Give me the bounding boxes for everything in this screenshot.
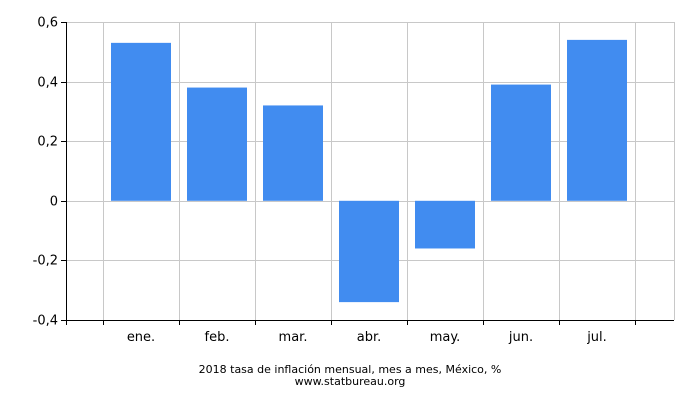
bar-3: [339, 200, 399, 303]
x-tick-label: may.: [430, 330, 461, 345]
bar-4: [415, 200, 475, 249]
y-tick-label: 0,2: [37, 135, 58, 150]
bar-0: [111, 42, 171, 201]
x-tick-label: jun.: [508, 330, 533, 345]
bar-5: [491, 84, 551, 201]
bar-6: [567, 39, 627, 201]
x-tick-label: ene.: [127, 330, 155, 345]
x-tick-label: jul.: [586, 330, 607, 345]
bar-1: [187, 87, 247, 201]
bar-2: [263, 105, 323, 201]
x-tick-label: feb.: [205, 330, 230, 345]
bars: [111, 39, 627, 303]
x-tick-label: mar.: [279, 330, 308, 345]
y-tick-label: -0,2: [33, 254, 58, 269]
x-tick-label: abr.: [357, 330, 382, 345]
source-credit: www.statbureau.org: [294, 375, 406, 388]
chart-title: 2018 tasa de inflación mensual, mes a me…: [198, 363, 502, 376]
y-tick-label: 0,6: [37, 16, 58, 31]
y-tick-label: 0: [50, 195, 58, 210]
y-tick-label: 0,4: [37, 76, 58, 91]
y-tick-label: -0,4: [33, 314, 58, 329]
axes: [61, 22, 674, 325]
tick-labels: -0,4 -0,2 0 0,2 0,4 0,6 ene. feb. mar. abr. may. ju…: [33, 16, 607, 346]
